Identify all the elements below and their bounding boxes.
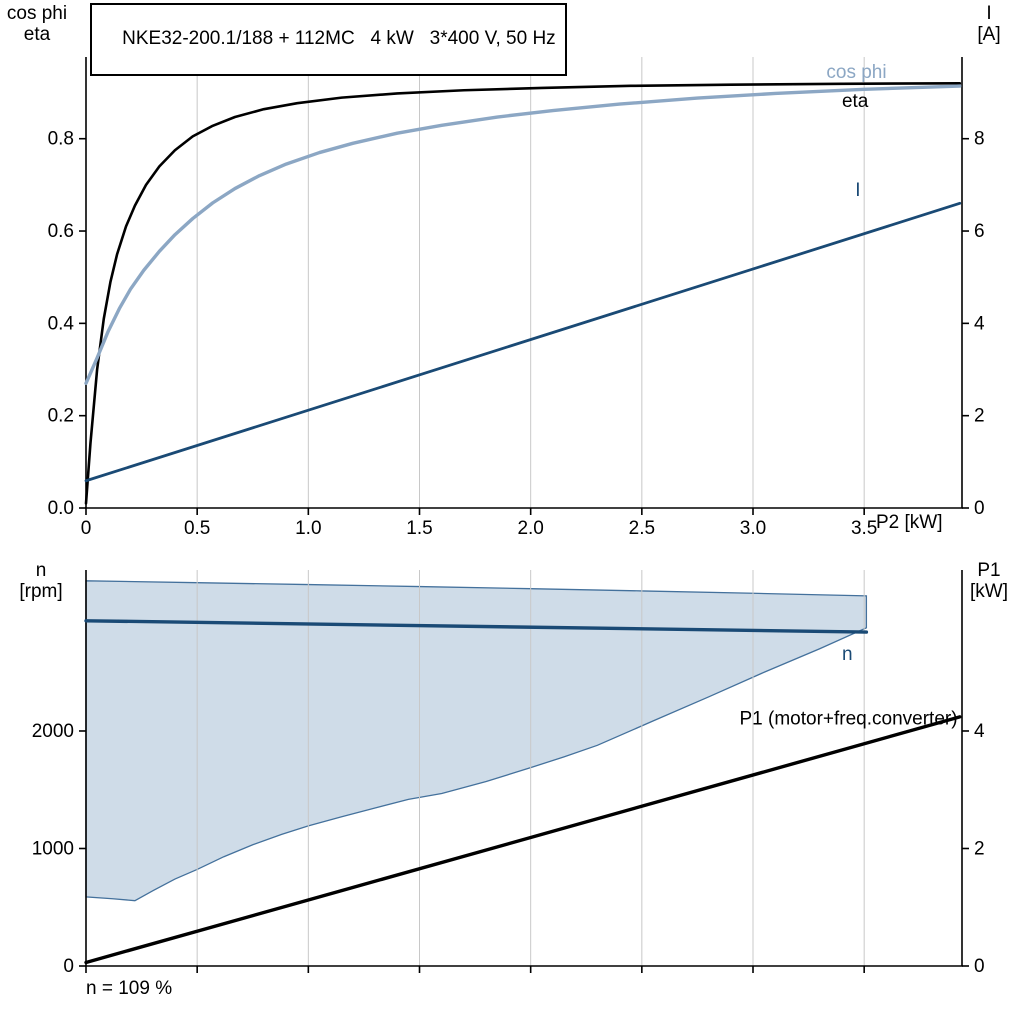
right-tick-label: 2 [974, 406, 985, 427]
curve-label-n: n [842, 644, 853, 665]
x-tick-label: 3.5 [851, 518, 877, 539]
series-line-n [84, 619, 869, 634]
curve-label-cos-phi: cos phi [826, 62, 886, 83]
series-line-i [84, 201, 962, 483]
curve-label-eta: eta [842, 91, 869, 112]
current-symbol-label: I [986, 3, 992, 24]
left-tick-label: 0.8 [48, 129, 74, 150]
series-line-p1 [84, 715, 962, 965]
x-axis-label: P2 [kW] [876, 512, 943, 533]
eta-axis-label: eta [23, 24, 51, 45]
speed-unit-label: [rpm] [19, 581, 63, 602]
top-left-axis-label: cos phi eta [4, 3, 70, 45]
right-tick-label: 8 [974, 129, 985, 150]
speed-envelope-area [85, 580, 868, 902]
cos-phi-axis-label: cos phi [6, 3, 68, 24]
left-tick-label: 0 [63, 956, 74, 977]
left-tick-label: 0.2 [48, 406, 74, 427]
x-tick-label: 3.0 [740, 518, 766, 539]
x-tick-label: 2.0 [517, 518, 543, 539]
left-tick-label: 0.4 [48, 313, 75, 334]
x-tick-label: 0 [81, 518, 92, 539]
left-tick-label: 0.6 [48, 221, 74, 242]
curve-label-p1-motor-freq-converter: P1 (motor+freq.converter) [739, 709, 957, 730]
chart-title: NKE32-200.1/188 + 112MC 4 kW 3*400 V, 50… [122, 28, 556, 49]
series-line-cos-phi [84, 84, 962, 386]
left-tick-label: 0.0 [48, 498, 74, 519]
curve-label-i: I [855, 180, 860, 201]
right-tick-label: 2 [974, 838, 985, 859]
current-unit-label: [A] [977, 24, 1001, 45]
input-power-unit-label: [kW] [970, 581, 1008, 602]
left-tick-label: 2000 [32, 721, 74, 742]
right-tick-label: 0 [974, 498, 985, 519]
right-tick-label: 6 [974, 221, 985, 242]
x-tick-label: 2.5 [629, 518, 655, 539]
speed-percentage-note: n = 109 % [86, 978, 173, 999]
speed-symbol-label: n [35, 560, 47, 581]
x-tick-label: 0.5 [184, 518, 210, 539]
right-tick-label: 0 [974, 956, 985, 977]
current-axis-label: I [A] [958, 3, 1020, 45]
right-tick-label: 4 [974, 313, 985, 334]
input-power-axis-label: P1 [kW] [956, 560, 1022, 602]
left-tick-label: 1000 [32, 838, 74, 859]
x-tick-label: 1.5 [406, 518, 432, 539]
input-power-symbol-label: P1 [977, 560, 1001, 581]
right-tick-label: 4 [974, 721, 985, 742]
chart-title-box: NKE32-200.1/188 + 112MC 4 kW 3*400 V, 50… [90, 3, 567, 76]
series-line-eta [84, 82, 962, 505]
x-tick-label: 1.0 [295, 518, 321, 539]
speed-axis-label: n [rpm] [8, 560, 74, 602]
